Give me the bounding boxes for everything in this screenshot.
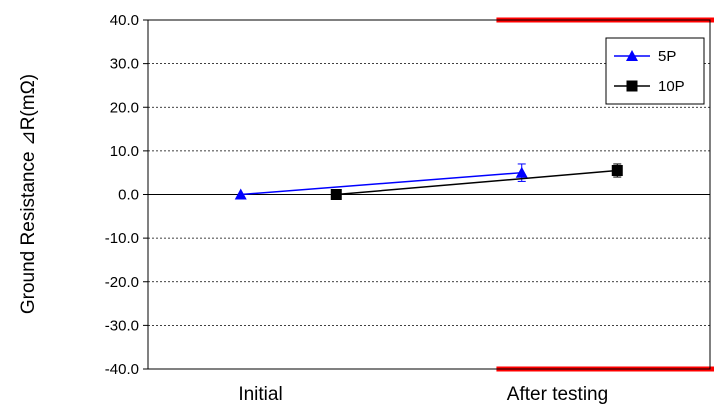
series-10P [330,163,623,200]
y-axis-label: Ground Resistance ⊿R(mΩ) [18,74,39,314]
legend-item-5P: 5P [614,48,676,65]
data-point-square [611,165,623,177]
y-tick-label: -10.0 [105,230,139,247]
legend-box [605,37,705,105]
y-tick-label: -30.0 [105,317,139,334]
data-point-triangle [626,50,638,61]
y-tick-label: -20.0 [105,274,139,291]
y-tick-label: -40.0 [105,361,139,378]
x-categories: Initial After testing [238,384,608,405]
series-5P [234,163,528,200]
data-point-triangle [234,188,247,200]
y-tick-label: 30.0 [110,56,139,73]
series-line [336,169,618,196]
data-point-square [626,80,638,92]
legend-label: 10P [658,78,685,95]
y-tick-label: 10.0 [110,143,139,160]
data-point-square [330,189,342,200]
x-category-label: Initial [238,384,282,405]
series-line [240,171,522,196]
y-tick-label: 20.0 [110,99,139,116]
legend-label: 5P [658,48,676,65]
y-tick-label: 0.0 [118,187,139,204]
y-ticks: 40.0 30.0 20.0 10.0 0.0 -10.0 -20.0 -30.0 -40.0 [105,12,148,378]
y-tick-label: 40.0 [110,12,139,29]
series-layer [234,163,623,200]
x-category-label: After testing [507,384,608,405]
legend: 5P 10P [605,37,705,105]
legend-item-10P: 10P [614,78,685,95]
data-point-triangle [515,166,528,178]
